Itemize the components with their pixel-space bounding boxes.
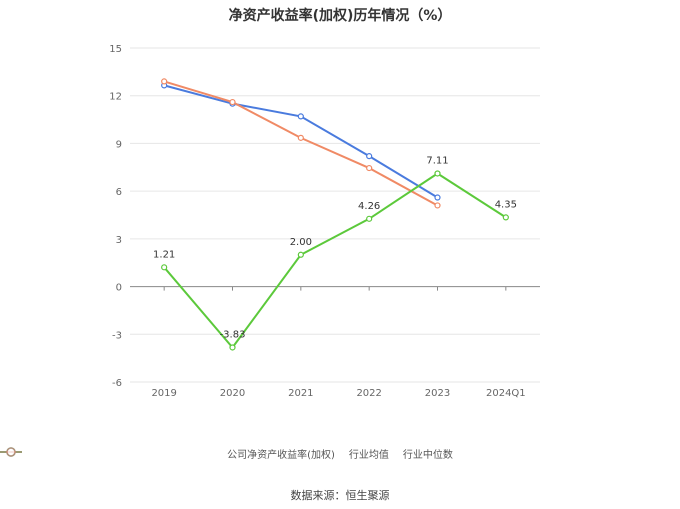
data-label: -3.83 (220, 329, 246, 340)
axes: 15 12 9 6 3 0 -3 -6 2019 2020 2021 2022 2023 2024Q1 (109, 44, 540, 399)
grid (130, 47, 540, 383)
data-point (229, 98, 236, 106)
legend-item[interactable]: 公司净资产收益率(加权) (0, 446, 335, 461)
data-point (366, 153, 373, 160)
data-label: 4.26 (358, 201, 380, 212)
x-tick-label: 2023 (425, 388, 450, 399)
data-label: 2.00 (290, 237, 312, 248)
data-point (366, 164, 373, 172)
y-tick-label: 9 (116, 139, 122, 150)
data-point (161, 78, 168, 85)
x-tick-label: 2024Q1 (486, 388, 526, 399)
series (161, 78, 509, 351)
x-tick-label: 2021 (288, 388, 313, 399)
legend: 公司净资产收益率(加权) 行业均值 行业中位数 (0, 446, 680, 461)
y-tick-label: 12 (109, 92, 122, 103)
source-note: 数据来源：恒生聚源 (290, 489, 390, 502)
legend-line-circle-icon (0, 447, 22, 457)
y-tick-label: -6 (112, 378, 122, 389)
data-point (366, 215, 373, 222)
data-point (297, 113, 304, 120)
y-tick-label: 6 (116, 187, 122, 198)
data-point (297, 134, 304, 141)
legend-label: 公司净资产收益率(加权) (227, 450, 335, 461)
series-line-0 (163, 172, 507, 350)
x-tick-label: 2022 (356, 388, 381, 399)
data-labels: 1.21 -3.83 2.00 4.26 7.11 4.35 (153, 155, 517, 340)
legend-label: 行业中位数 (402, 450, 453, 461)
chart-title: 净资产收益率(加权)历年情况（%） (228, 8, 452, 24)
x-tick-label: 2020 (220, 388, 245, 399)
data-point (434, 170, 441, 177)
legend-label: 行业均值 (348, 450, 389, 461)
legend-item[interactable]: 行业中位数 (0, 446, 453, 461)
legend-item[interactable]: 行业均值 (0, 446, 389, 461)
data-label: 1.21 (153, 249, 175, 260)
data-point (434, 194, 441, 201)
y-tick-label: 3 (116, 235, 122, 246)
data-point (434, 202, 441, 209)
y-tick-label: 0 (116, 283, 122, 294)
y-tick-label: -3 (112, 330, 122, 341)
data-point (229, 344, 236, 351)
data-point (297, 251, 304, 258)
series-line-1 (163, 84, 439, 199)
data-label: 7.11 (426, 155, 448, 166)
y-tick-label: 15 (109, 44, 122, 55)
x-tick-label: 2019 (151, 388, 176, 399)
data-point (161, 264, 168, 271)
data-label: 4.35 (495, 199, 517, 210)
data-point (502, 214, 509, 221)
